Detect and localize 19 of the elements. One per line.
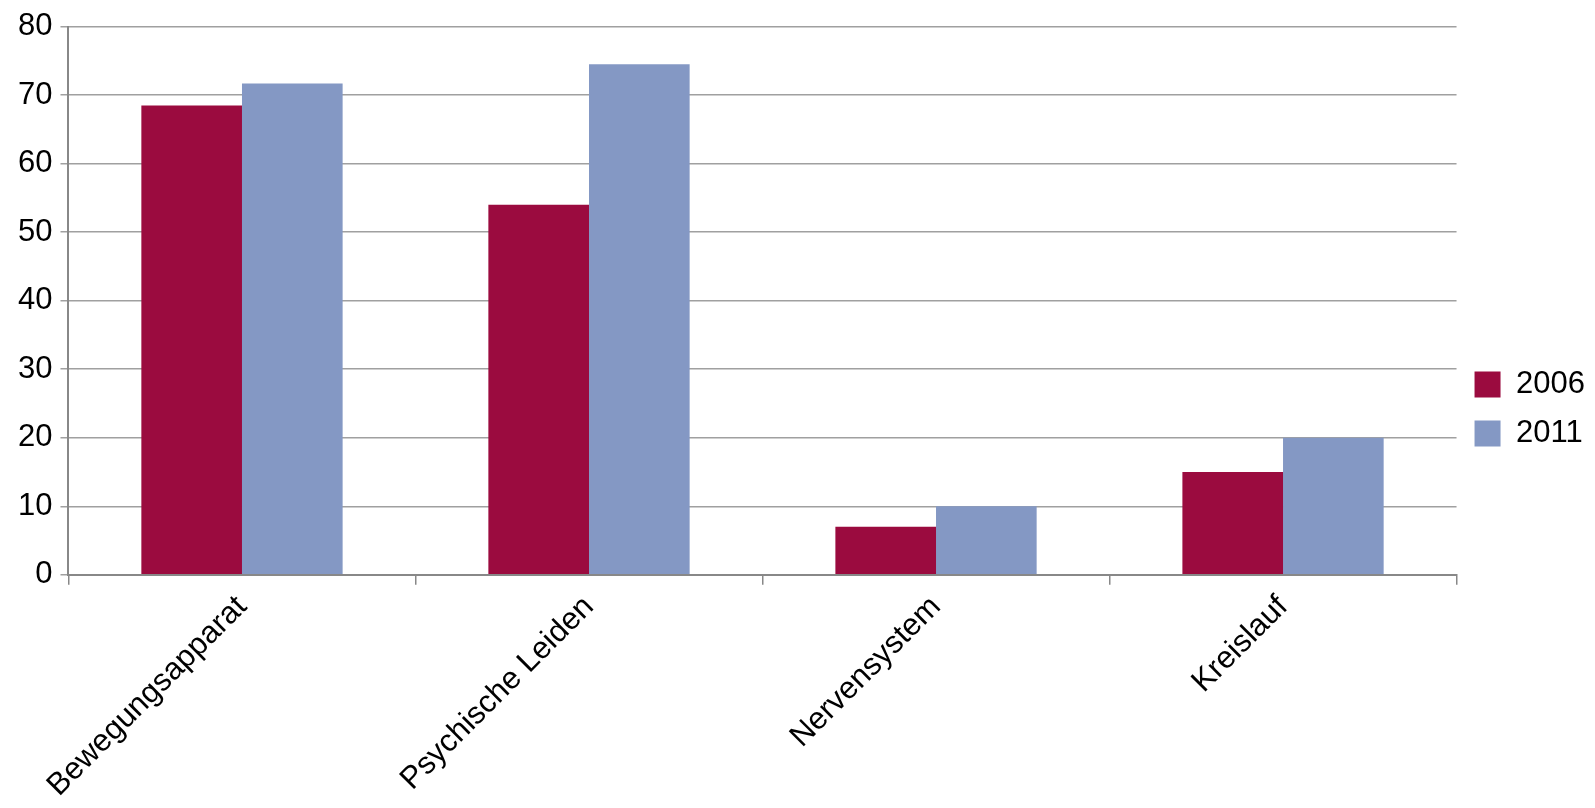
bar	[835, 526, 937, 575]
bar	[1182, 472, 1284, 575]
y-tick-label: 70	[18, 75, 53, 111]
y-tick-label: 40	[18, 281, 53, 317]
bar	[241, 83, 343, 575]
legend-label: 2011	[1516, 414, 1583, 450]
y-tick-label: 50	[18, 212, 53, 248]
legend-label: 2006	[1516, 365, 1586, 401]
y-tick-label: 80	[18, 7, 53, 43]
bar	[141, 105, 242, 575]
bar	[1283, 437, 1384, 575]
y-tick-label: 10	[18, 486, 53, 522]
bar	[488, 204, 589, 575]
bar	[589, 64, 690, 575]
y-tick-label: 60	[18, 144, 53, 180]
y-tick-label: 0	[35, 555, 53, 591]
y-tick-label: 30	[18, 349, 53, 385]
bar	[936, 506, 1037, 575]
y-tick-label: 20	[18, 418, 53, 454]
